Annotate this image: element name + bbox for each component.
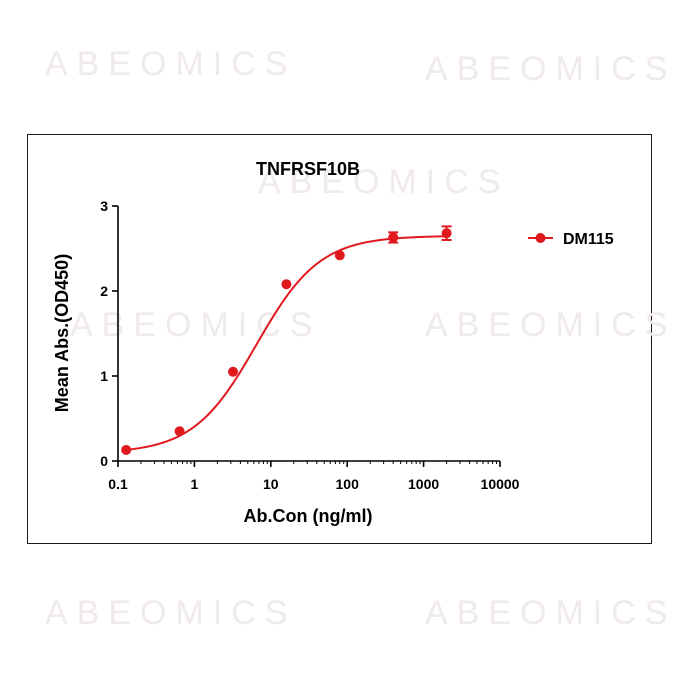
watermark-text: ABEOMICS	[45, 45, 297, 83]
data-point	[441, 228, 452, 239]
x-tick-label: 100	[336, 476, 360, 492]
data-point	[388, 232, 399, 243]
data-point	[227, 366, 238, 377]
data-points-layer	[121, 225, 452, 455]
x-axis-label: Ab.Con (ng/ml)	[244, 506, 373, 526]
data-point	[281, 279, 292, 290]
watermark-text: ABEOMICS	[70, 306, 321, 344]
x-tick-label: 1000	[408, 476, 439, 492]
legend-marker	[535, 233, 546, 243]
watermark-text: ABEOMICS	[425, 50, 677, 88]
watermark-layer: ABEOMICS ABEOMICS ABEOMICS	[70, 163, 676, 344]
data-point	[174, 426, 185, 437]
chart-frame	[27, 134, 652, 544]
x-tick-label: 10000	[481, 476, 520, 492]
y-tick-label: 0	[100, 453, 108, 469]
watermark-text: ABEOMICS	[258, 163, 509, 201]
y-axis-label: Mean Abs.(OD450)	[52, 254, 72, 412]
x-tick-label: 1	[191, 476, 199, 492]
chart-title: TNFRSF10B	[256, 159, 360, 179]
x-tick-label: 10	[263, 476, 279, 492]
legend-label: DM115	[563, 231, 614, 248]
watermark-text: ABEOMICS	[425, 594, 677, 632]
data-point	[334, 250, 345, 261]
axes: 0 1 2 3 0.1 1 10 100 1000 10000	[100, 198, 519, 492]
data-point	[121, 444, 132, 455]
watermark-text: ABEOMICS	[425, 306, 676, 344]
y-tick-label: 1	[100, 368, 108, 384]
legend: DM115	[528, 231, 614, 248]
watermark-text: ABEOMICS	[45, 594, 297, 632]
y-tick-label: 3	[100, 198, 108, 214]
x-tick-label: 0.1	[108, 476, 128, 492]
y-tick-label: 2	[100, 283, 108, 299]
